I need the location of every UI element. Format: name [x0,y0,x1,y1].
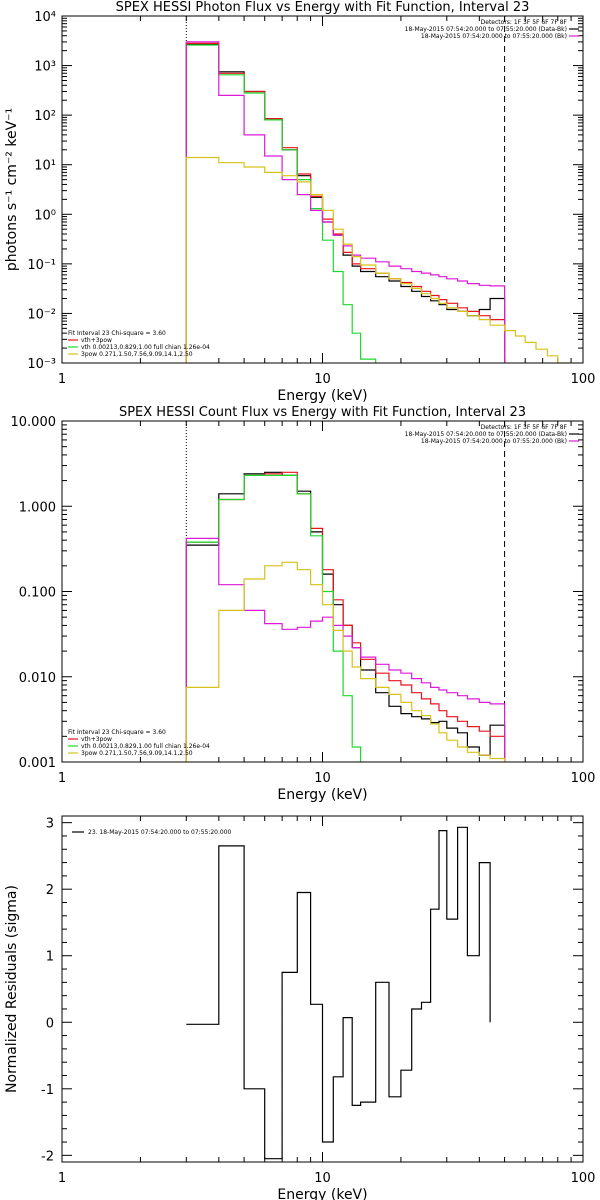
y-axis-label: photons s⁻¹ cm⁻² keV⁻¹ [4,108,20,271]
series-line [186,826,491,1160]
x-axis-label: Energy (keV) [277,388,367,404]
legend-bottom-entry: 3pow 0.271,1.50,7.56,9.09,14.1,2.50 [81,750,193,757]
x-tick-label: 10 [314,372,331,387]
x-tick-label: 100 [571,1171,596,1186]
legend-bottom-entry: vth+3pow [81,736,112,743]
series-line [185,537,506,762]
plot-frame [61,815,584,1163]
y-tick-label: 1.000 [19,500,56,515]
x-tick-label: 10 [314,771,331,786]
series-line [185,43,506,363]
panel-2: SPEX HESSI Count Flux vs Energy with Fit… [11,405,596,803]
plot-frame [61,15,584,364]
y-tick-label: 0 [46,1016,54,1031]
series-group [185,471,506,762]
plot-frame [61,420,584,763]
y-tick-label: 10⁰ [34,208,56,223]
legend-top-entry: 18-May-2015 07:54:20.000 to 07:55:20.000… [405,26,567,33]
panel-1: SPEX HESSI Photon Flux vs Energy with Fi… [4,0,595,404]
legend-top-entry: 18-May-2015 07:54:20.000 to 07:55:20.000… [421,438,567,445]
y-tick-label: -1 [41,1083,54,1098]
y-tick-label: 10⁻³ [27,357,56,372]
series-line [185,44,377,363]
y-tick-label: 10¹ [34,159,56,174]
legend-bottom-entry: vth 0.00213,0.829,1.00 full chian 1.26e-… [81,344,210,351]
y-tick-label: 0.001 [19,756,56,771]
y-tick-label: 10³ [34,60,56,75]
x-tick-label: 1 [58,1171,66,1186]
x-tick-label: 1 [58,372,66,387]
x-tick-label: 100 [571,372,596,387]
legend-bottom-entry: Fit Interval 23 Chi-square = 3.60 [68,330,166,337]
series-group [185,41,572,363]
series-line [185,474,362,762]
y-tick-label: 10⁻² [27,307,56,322]
series-line [185,471,506,762]
legend-top-entry: Detectors: 1F 3F 5F 6F 7F 8F [481,19,568,26]
series-group [186,826,491,1160]
panel-3: 1 10 100 Energy (keV) -2 -1 0 1 2 3 Normalized Res… [4,815,596,1200]
legend-bottom-entry: Fit Interval 23 Chi-square = 3.60 [68,729,166,736]
y-axis-label: Normalized Residuals (sigma) [4,885,20,1093]
series-line [185,41,506,363]
legend-top-entry: 18-May-2015 07:54:20.000 to 07:55:20.000… [421,33,567,40]
legend-bottom-entry: 3pow 0.271,1.50,7.56,9.09,14.1,2.50 [81,351,193,358]
chart-title: SPEX HESSI Photon Flux vs Energy with Fi… [116,0,530,15]
legend-bottom-entry: vth+3pow [81,337,112,344]
x-tick-label: 1 [58,771,66,786]
y-tick-label: 0.010 [19,671,56,686]
y-tick-label: -2 [41,1149,54,1164]
legend-top-entry: 18-May-2015 07:54:20.000 to 07:55:20.000… [405,431,567,438]
series-line [185,42,506,363]
y-tick-label: 2 [46,883,54,898]
y-tick-label: 10² [34,109,56,124]
y-tick-label: 10⁴ [34,10,56,25]
legend-bottom-entry: vth 0.00213,0.829,1.00 full chian 1.26e-… [81,743,210,750]
x-tick-label: 10 [314,1171,331,1186]
legend-entry: 23. 18-May-2015 07:54:20.000 to 07:55:20… [88,829,232,836]
x-axis-label: Energy (keV) [277,787,367,803]
legend-top-entry: Detectors: 1F 3F 5F 6F 7F 8F [481,424,568,431]
chart-title: SPEX HESSI Count Flux vs Energy with Fit… [119,405,526,420]
y-tick-label: 3 [46,817,54,832]
x-tick-label: 100 [571,771,596,786]
y-tick-label: 0.100 [19,586,56,601]
y-tick-label: 10⁻¹ [27,258,56,273]
series-line [185,561,506,762]
y-tick-label: 1 [46,950,54,965]
y-tick-label: 10.000 [11,415,57,430]
x-axis-label: Energy (keV) [277,1187,367,1200]
series-line [185,156,572,363]
